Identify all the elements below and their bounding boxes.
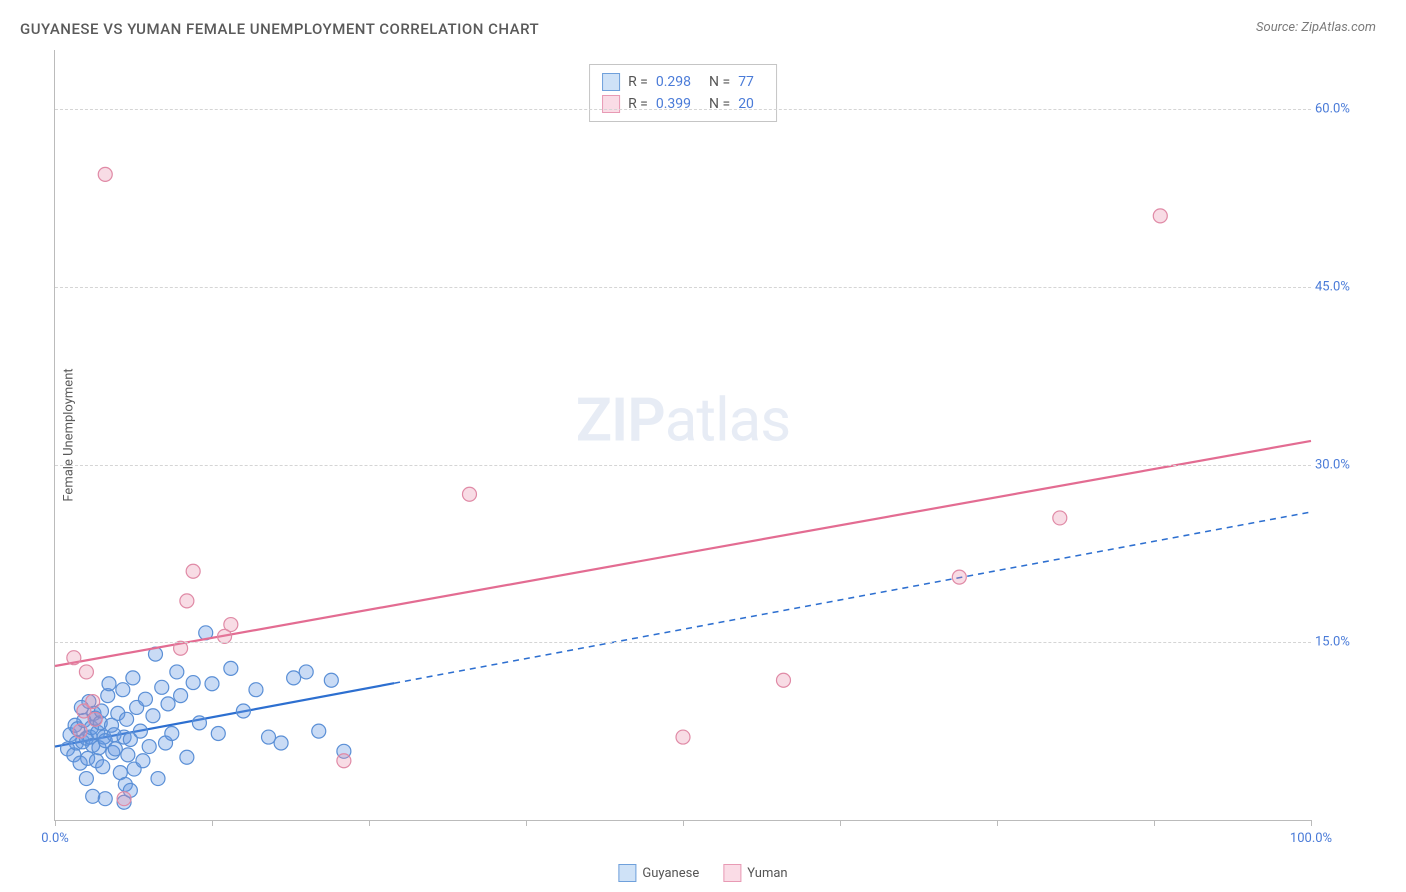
legend-swatch-guyanese [618, 864, 636, 882]
chart-title: GUYANESE VS YUMAN FEMALE UNEMPLOYMENT CO… [20, 20, 539, 38]
scatter-point [224, 618, 238, 632]
scatter-point [776, 673, 790, 687]
gridline-h [55, 109, 1311, 110]
scatter-point [174, 641, 188, 655]
scatter-point [224, 661, 238, 675]
scatter-point [312, 724, 326, 738]
scatter-point [79, 665, 93, 679]
chart-area: Female Unemployment ZIPatlas R = 0.298 N… [54, 50, 1354, 820]
scatter-point [138, 692, 152, 706]
y-tick-label: 30.0% [1315, 457, 1359, 472]
scatter-point [180, 750, 194, 764]
scatter-point [151, 772, 165, 786]
gridline-h [55, 642, 1311, 643]
scatter-point [121, 748, 135, 762]
scatter-point [324, 673, 338, 687]
legend-label-guyanese: Guyanese [642, 866, 699, 881]
scatter-point [186, 676, 200, 690]
scatter-point [676, 730, 690, 744]
x-tick [1154, 820, 1155, 826]
scatter-point [88, 712, 102, 726]
chart-container: GUYANESE VS YUMAN FEMALE UNEMPLOYMENT CO… [0, 0, 1406, 892]
scatter-point [249, 683, 263, 697]
scatter-point [86, 789, 100, 803]
x-tick [1311, 820, 1312, 826]
scatter-point [142, 740, 156, 754]
scatter-point [211, 727, 225, 741]
x-tick [369, 820, 370, 826]
scatter-point [96, 760, 110, 774]
scatter-point [117, 792, 131, 806]
scatter-point [236, 704, 250, 718]
y-tick-label: 60.0% [1315, 102, 1359, 117]
scatter-point [174, 689, 188, 703]
scatter-point [133, 724, 147, 738]
scatter-point [1053, 511, 1067, 525]
trendline-solid [55, 441, 1311, 666]
scatter-point [192, 716, 206, 730]
scatter-point [165, 727, 179, 741]
plot-svg [55, 50, 1311, 820]
source-label: Source: ZipAtlas.com [1256, 20, 1376, 35]
scatter-point [146, 709, 160, 723]
x-tick [683, 820, 684, 826]
x-tick-label: 0.0% [41, 831, 69, 846]
scatter-point [274, 736, 288, 750]
scatter-point [120, 712, 134, 726]
scatter-point [287, 671, 301, 685]
x-tick [526, 820, 527, 826]
scatter-point [337, 754, 351, 768]
scatter-point [126, 671, 140, 685]
y-tick-label: 15.0% [1315, 635, 1359, 650]
scatter-point [952, 570, 966, 584]
scatter-point [98, 167, 112, 181]
scatter-point [108, 742, 122, 756]
trendline-dashed [394, 512, 1311, 683]
plot-area: ZIPatlas R = 0.298 N = 77 R = 0.399 N = … [54, 50, 1311, 821]
scatter-point [462, 487, 476, 501]
legend-swatch-yuman [723, 864, 741, 882]
legend-item-guyanese: Guyanese [618, 864, 699, 882]
scatter-point [186, 564, 200, 578]
legend-item-yuman: Yuman [723, 864, 787, 882]
scatter-point [161, 697, 175, 711]
x-tick [840, 820, 841, 826]
scatter-point [170, 665, 184, 679]
x-tick-label: 100.0% [1290, 831, 1332, 846]
scatter-point [155, 680, 169, 694]
x-tick [212, 820, 213, 826]
scatter-point [136, 754, 150, 768]
x-tick [55, 820, 56, 826]
scatter-point [79, 772, 93, 786]
gridline-h [55, 465, 1311, 466]
scatter-point [116, 683, 130, 697]
gridline-h [55, 287, 1311, 288]
legend-label-yuman: Yuman [747, 866, 787, 881]
scatter-point [205, 677, 219, 691]
scatter-point [73, 724, 87, 738]
legend-bottom: Guyanese Yuman [618, 864, 787, 882]
y-tick-label: 45.0% [1315, 279, 1359, 294]
scatter-point [67, 651, 81, 665]
scatter-point [180, 594, 194, 608]
scatter-point [1153, 209, 1167, 223]
scatter-point [262, 730, 276, 744]
scatter-point [299, 665, 313, 679]
scatter-point [98, 792, 112, 806]
x-tick [997, 820, 998, 826]
scatter-point [86, 695, 100, 709]
scatter-point [102, 677, 116, 691]
